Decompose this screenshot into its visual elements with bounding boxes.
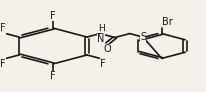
Text: O: O: [103, 44, 111, 54]
Text: Br: Br: [162, 17, 172, 27]
Text: F: F: [0, 23, 6, 33]
Text: F: F: [100, 59, 105, 69]
Text: H: H: [97, 24, 104, 33]
Text: N: N: [97, 34, 104, 44]
Text: F: F: [50, 11, 56, 21]
Text: F: F: [50, 71, 56, 81]
Text: F: F: [0, 59, 6, 69]
Text: S: S: [139, 32, 145, 42]
